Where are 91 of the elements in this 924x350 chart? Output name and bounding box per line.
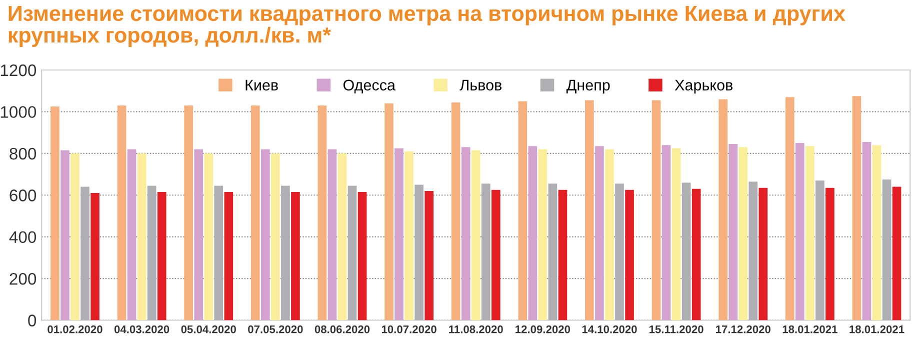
bar bbox=[414, 184, 424, 320]
bar bbox=[682, 182, 691, 320]
bar bbox=[204, 153, 214, 320]
x-tick-label: 08.06.2020 bbox=[314, 325, 370, 334]
y-tick-label: 400 bbox=[9, 231, 36, 244]
bar bbox=[806, 146, 814, 320]
bar bbox=[892, 186, 902, 320]
bar bbox=[585, 100, 594, 320]
legend-label: Харьков bbox=[674, 80, 732, 94]
bar bbox=[882, 179, 892, 320]
bar bbox=[127, 149, 136, 320]
bar bbox=[558, 190, 568, 320]
bar bbox=[692, 188, 701, 320]
x-tick-label: 04.03.2020 bbox=[114, 325, 170, 334]
bar bbox=[738, 147, 748, 320]
bar bbox=[214, 186, 224, 320]
chart-title: Изменение стоимости квадратного метра на вторичном рынке Киева и других крупных городов, долл./кв. м* bbox=[8, 6, 846, 47]
bar bbox=[862, 142, 872, 320]
bar bbox=[60, 150, 70, 320]
bar bbox=[358, 192, 367, 320]
bar bbox=[90, 193, 100, 320]
x-tick-label: 11.08.2020 bbox=[449, 325, 503, 334]
bar bbox=[615, 184, 624, 320]
bar bbox=[605, 149, 614, 320]
legend-label: Киев bbox=[246, 80, 278, 91]
bar bbox=[872, 145, 882, 320]
x-tick-label: 18.01.2021 bbox=[850, 325, 904, 334]
bar bbox=[538, 149, 548, 320]
bar bbox=[184, 105, 193, 320]
x-tick-label: 18.01.2021 bbox=[782, 325, 838, 334]
x-tick-label: 14.10.2020 bbox=[582, 325, 637, 334]
bar bbox=[528, 146, 538, 320]
bar bbox=[318, 105, 327, 320]
bar bbox=[348, 186, 357, 320]
bar bbox=[748, 182, 758, 320]
y-tick-label: 0 bbox=[28, 314, 36, 326]
bar bbox=[662, 145, 671, 320]
bar bbox=[461, 147, 470, 320]
x-tick-label: 15.11.2020 bbox=[650, 325, 704, 334]
bar bbox=[404, 151, 414, 320]
bar bbox=[491, 190, 500, 320]
bar bbox=[328, 149, 337, 320]
x-tick-label: 10.07.2020 bbox=[382, 325, 436, 334]
bar bbox=[758, 188, 768, 320]
bar bbox=[224, 192, 234, 320]
bar bbox=[481, 184, 490, 320]
bar bbox=[281, 186, 290, 320]
x-tick-label: 01.02.2020 bbox=[48, 325, 102, 334]
x-tick-label: 12.09.2020 bbox=[516, 325, 570, 334]
bar bbox=[194, 149, 203, 320]
bar bbox=[826, 188, 834, 320]
x-tick-label: 05.04.2020 bbox=[181, 325, 236, 334]
bar bbox=[50, 106, 60, 320]
x-tick-label: 17.12.2020 bbox=[716, 325, 770, 334]
bar bbox=[728, 144, 738, 320]
bar bbox=[70, 153, 80, 320]
bar bbox=[424, 190, 434, 320]
bar bbox=[518, 101, 528, 320]
bar bbox=[338, 153, 347, 320]
bar bbox=[785, 97, 794, 320]
bar bbox=[548, 184, 558, 320]
bar bbox=[652, 100, 661, 320]
bar bbox=[157, 192, 166, 320]
bar bbox=[147, 186, 156, 320]
bar bbox=[137, 153, 146, 320]
y-tick-label: 1000 bbox=[0, 106, 36, 118]
bar bbox=[451, 102, 460, 320]
bar bbox=[271, 153, 280, 320]
bar bbox=[394, 148, 404, 320]
y-tick-label: 200 bbox=[10, 272, 36, 285]
legend-label: Днепр bbox=[566, 80, 610, 94]
y-tick-label: 800 bbox=[10, 148, 36, 160]
legend-label: Одесса bbox=[343, 80, 396, 94]
bar bbox=[117, 105, 126, 320]
y-tick-label: 1200 bbox=[0, 64, 36, 76]
x-tick-label: 07.05.2020 bbox=[248, 325, 303, 334]
bar bbox=[795, 142, 804, 320]
bar bbox=[80, 186, 90, 320]
legend-label: Львов bbox=[460, 80, 502, 91]
bar bbox=[852, 96, 862, 320]
bar bbox=[471, 150, 480, 320]
bar bbox=[718, 99, 728, 320]
bar bbox=[250, 105, 260, 320]
bar bbox=[291, 192, 300, 320]
bar bbox=[816, 180, 824, 320]
y-tick-label: 600 bbox=[10, 190, 36, 202]
bar bbox=[384, 103, 394, 320]
bar bbox=[260, 149, 270, 320]
bar bbox=[672, 148, 681, 320]
bar bbox=[625, 190, 634, 320]
bar bbox=[595, 146, 604, 320]
